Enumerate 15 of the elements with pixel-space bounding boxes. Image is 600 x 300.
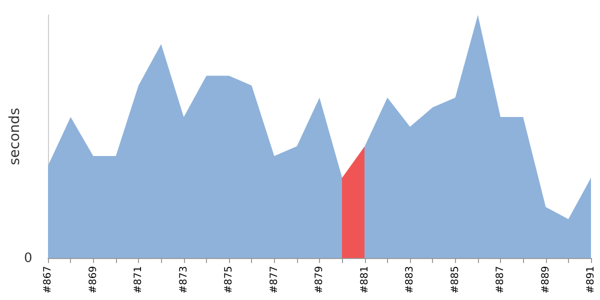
x-tick-label: #871 (133, 266, 144, 294)
x-tick-label: #883 (404, 266, 416, 294)
x-tick-label: #867 (42, 266, 54, 294)
x-tick-label: #879 (314, 266, 325, 294)
x-tick-label: #889 (540, 266, 552, 294)
text: 0 (24, 251, 32, 266)
x-tick-label: #869 (88, 266, 99, 294)
x-tick-label: #877 (268, 266, 280, 294)
x-tick-label: #891 (586, 266, 596, 294)
x-tick-label: #885 (450, 266, 461, 294)
x-tick-label: #881 (359, 266, 370, 294)
x-tick-label: #873 (178, 266, 190, 294)
x-tick-label: #875 (224, 266, 234, 294)
x-tick-label: #887 (495, 266, 506, 294)
y-axis-title: seconds (7, 108, 23, 166)
